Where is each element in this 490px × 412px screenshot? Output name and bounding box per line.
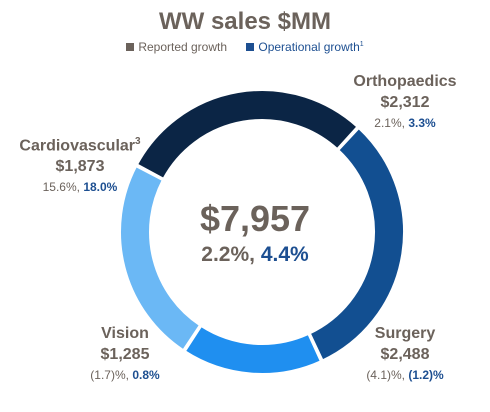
center-operational-growth: 4.4% bbox=[260, 243, 309, 266]
segment-growth-vision: (1.7)%, 0.8% bbox=[60, 366, 190, 384]
segment-footnote-cardiovascular: 3 bbox=[135, 136, 141, 147]
segment-reported-surgery: (4.1)%, bbox=[366, 368, 405, 382]
legend-swatch-operational bbox=[246, 43, 255, 51]
chart-title: WW sales $MM bbox=[158, 8, 332, 35]
segment-name-cardiovascular: Cardiovascular3 bbox=[5, 132, 155, 156]
segment-reported-vision: (1.7)%, bbox=[90, 368, 129, 382]
chart-legend: Reported growth Operational growth1 bbox=[0, 40, 490, 54]
legend-label-reported: Reported growth bbox=[138, 40, 228, 54]
segment-operational-cardiovascular: 18.0% bbox=[83, 180, 118, 195]
center-reported-growth: 2.2%, bbox=[201, 243, 255, 266]
segment-value-orthopaedics: $2,312 bbox=[380, 94, 430, 111]
center-total: $7,957 bbox=[199, 198, 311, 239]
segment-growth-surgery: (4.1)%, (1.2)% bbox=[330, 366, 480, 384]
legend-label-operational: Operational growth bbox=[258, 40, 360, 54]
label-vision: Vision $1,285 (1.7)%, 0.8% bbox=[60, 324, 190, 384]
center-growth: 2.2%, 4.4% bbox=[155, 243, 355, 267]
donut-segment-surgery bbox=[308, 126, 405, 362]
segment-reported-cardiovascular: 15.6%, bbox=[42, 180, 80, 195]
label-orthopaedics: Orthopaedics $2,312 2.1%, 3.3% bbox=[330, 72, 480, 132]
segment-operational-orthopaedics: 3.3% bbox=[408, 116, 436, 130]
segment-growth-cardiovascular: 15.6%, 18.0% bbox=[5, 178, 155, 196]
segment-value-surgery: $2,488 bbox=[380, 346, 430, 363]
segment-name-cardiovascular-text: Cardiovascular bbox=[19, 137, 136, 155]
segment-operational-surgery: (1.2)% bbox=[408, 368, 444, 382]
segment-value-cardiovascular: $1,873 bbox=[55, 158, 105, 176]
label-cardiovascular: Cardiovascular3 $1,873 15.6%, 18.0% bbox=[5, 132, 155, 196]
segment-name-surgery: Surgery bbox=[374, 325, 436, 342]
legend-swatch-reported bbox=[126, 43, 135, 51]
legend-footnote-operational: 1 bbox=[359, 41, 364, 48]
segment-operational-vision: 0.8% bbox=[132, 368, 160, 382]
donut-segment-vision bbox=[183, 324, 323, 375]
segment-name-orthopaedics: Orthopaedics bbox=[353, 73, 457, 90]
legend-item-reported: Reported growth bbox=[126, 40, 227, 54]
label-surgery: Surgery $2,488 (4.1)%, (1.2)% bbox=[330, 324, 480, 384]
segment-growth-orthopaedics: 2.1%, 3.3% bbox=[330, 114, 480, 132]
donut-segment-orthopaedics bbox=[135, 89, 359, 181]
donut-segment-cardiovascular bbox=[119, 164, 202, 352]
segment-value-vision: $1,285 bbox=[100, 346, 150, 363]
segment-name-vision: Vision bbox=[101, 325, 149, 342]
legend-item-operational: Operational growth1 bbox=[246, 40, 364, 54]
segment-reported-orthopaedics: 2.1%, bbox=[374, 116, 405, 130]
